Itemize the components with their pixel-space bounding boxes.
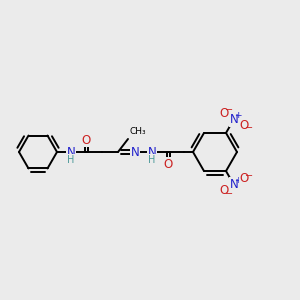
Text: O: O (164, 158, 172, 170)
Text: O: O (219, 106, 228, 120)
Text: H: H (148, 155, 156, 165)
Text: N: N (130, 146, 140, 158)
Text: −: − (245, 171, 253, 181)
Text: CH₃: CH₃ (129, 127, 146, 136)
Text: +: + (234, 111, 242, 120)
Text: N: N (67, 146, 75, 158)
Text: H: H (67, 155, 75, 165)
Text: O: O (81, 134, 91, 146)
Text: N: N (230, 112, 238, 126)
Text: −: − (224, 105, 233, 115)
Text: O: O (219, 184, 228, 197)
Text: N: N (230, 178, 238, 191)
Text: N: N (148, 146, 156, 158)
Text: +: + (234, 176, 242, 185)
Text: O: O (240, 172, 249, 185)
Text: −: − (245, 123, 253, 133)
Text: O: O (240, 118, 249, 132)
Text: −: − (224, 189, 233, 199)
